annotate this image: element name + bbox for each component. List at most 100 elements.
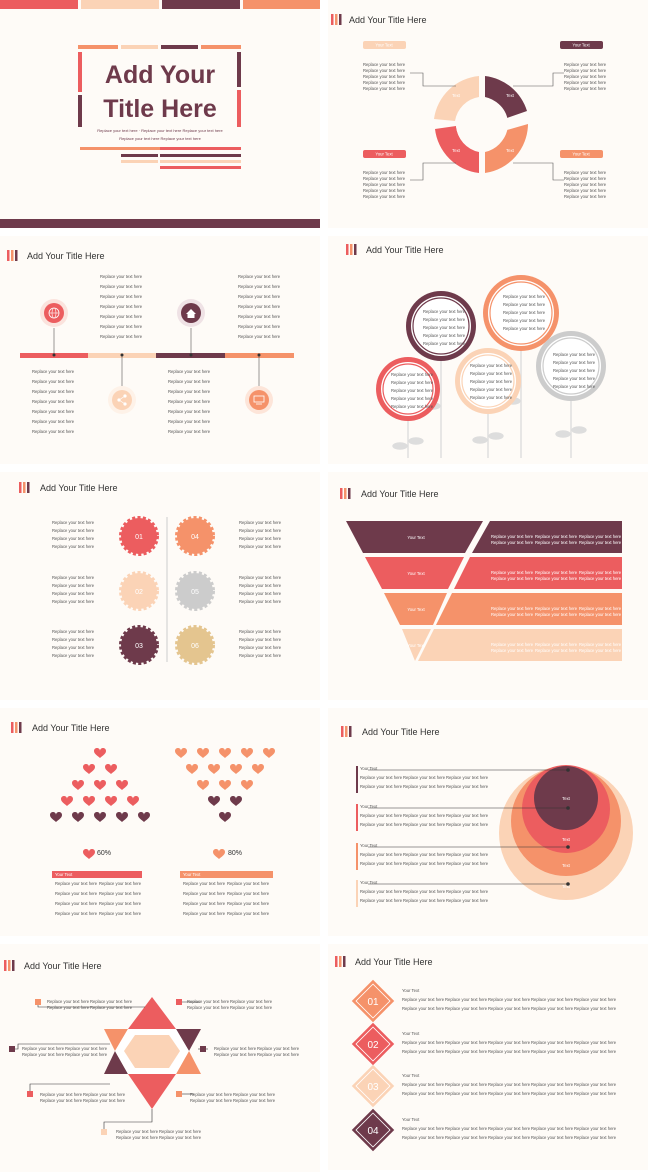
svg-text:Replace your text here: Replace your text here [360, 889, 403, 894]
svg-text:Replace your text here: Replace your text here [445, 1126, 488, 1131]
svg-text:Replace your text here: Replace your text here [488, 997, 531, 1002]
svg-text:Replace your text here: Replace your text here [488, 1040, 531, 1045]
svg-text:Replace your text here: Replace your text here [553, 360, 596, 365]
svg-text:Replace your text here: Replace your text here [503, 302, 546, 307]
svg-text:Replace your text here: Replace your text here [52, 599, 95, 604]
svg-text:Replace your text here: Replace your text here [403, 861, 446, 866]
svg-text:Replace your text here: Replace your text here [531, 997, 574, 1002]
slide-steps[interactable]: Add Your Title Here 01 02 03 04 Your Tex… [328, 944, 648, 1170]
svg-text:Your Text: Your Text [360, 843, 378, 848]
svg-text:Replace your text here: Replace your text here [531, 1135, 574, 1140]
svg-text:Replace your text here: Replace your text here [445, 1135, 488, 1140]
svg-text:Text: Text [562, 884, 571, 889]
gear-number-5: 05 [191, 589, 199, 596]
gear-number-3: 03 [135, 643, 143, 650]
svg-text:Replace your text here: Replace your text here [564, 170, 607, 175]
svg-text:Replace your text here: Replace your text here [423, 309, 466, 314]
svg-text:Replace your text here: Replace your text here [159, 1135, 202, 1140]
slide-hexagram[interactable]: Add Your Title Here Replace your text he… [0, 944, 320, 1172]
svg-text:Replace your text here: Replace your text here [553, 368, 596, 373]
svg-text:Replace your text here: Replace your text here [553, 376, 596, 381]
svg-text:Replace your text here: Replace your text here [238, 324, 281, 329]
svg-text:Replace your text here: Replace your text here [488, 1091, 531, 1096]
svg-text:Replace your text here: Replace your text here [535, 612, 578, 617]
svg-text:Replace your text here: Replace your text here [99, 911, 142, 916]
svg-text:Text: Text [506, 93, 515, 98]
svg-text:Replace your text here: Replace your text here [402, 1040, 445, 1045]
svg-text:Replace your text here: Replace your text here [183, 901, 226, 906]
svg-text:Replace your text here: Replace your text here [391, 372, 434, 377]
slide-hearts[interactable]: Add Your Title Here 60% 80% Your Text Yo… [0, 708, 320, 936]
svg-text:Replace your text here: Replace your text here [445, 1091, 488, 1096]
svg-text:Replace your text here: Replace your text here [488, 1126, 531, 1131]
svg-text:Replace your text here: Replace your text here [227, 891, 270, 896]
svg-text:Replace your text here: Replace your text here [52, 629, 95, 634]
slide-cycle[interactable]: Add Your Title Here Text Text Text Text … [328, 0, 648, 228]
svg-text:Your Text: Your Text [407, 643, 425, 648]
slide-gears[interactable]: Add Your Title Here 01 02 03 04 05 06 Re… [0, 472, 320, 700]
svg-text:Replace your text here: Replace your text here [227, 911, 270, 916]
svg-text:Replace your text here: Replace your text here [55, 891, 98, 896]
svg-text:Replace your text here: Replace your text here [83, 1092, 126, 1097]
cover-subtitle-1: Replace your text here · Replace your te… [97, 128, 223, 133]
hexagram-text-blocks: Replace your text here Replace your text … [22, 999, 300, 1140]
svg-text:Replace your text here: Replace your text here [168, 429, 211, 434]
svg-text:Replace your text here: Replace your text here [257, 1052, 300, 1057]
svg-text:Replace your text here: Replace your text here [402, 1049, 445, 1054]
svg-text:Replace your text here: Replace your text here [363, 62, 406, 67]
svg-text:Replace your text here: Replace your text here [238, 334, 281, 339]
svg-text:Replace your text here: Replace your text here [187, 999, 230, 1004]
nested-text-blocks: Your Text Replace your text here Replace … [360, 766, 489, 903]
slide-timeline[interactable]: Add Your Title Here Replace your text he… [0, 236, 320, 464]
svg-text:Replace your text here: Replace your text here [40, 1098, 83, 1103]
svg-text:Replace your text here: Replace your text here [470, 371, 513, 376]
svg-text:Replace your text here: Replace your text here [491, 576, 534, 581]
nested-circles-graphic: Add Your Title Here Text Text Text Text … [341, 726, 633, 907]
svg-text:Text: Text [506, 148, 515, 153]
svg-text:Replace your text here: Replace your text here [446, 898, 489, 903]
slide-flowers[interactable]: Add Your Title Here Replace your text he… [328, 236, 648, 464]
gear-number-6: 06 [191, 643, 199, 650]
svg-text:Your Text: Your Text [375, 43, 393, 48]
slide-title: Add Your Title Here [24, 961, 102, 971]
svg-text:Replace your text here: Replace your text here [360, 784, 403, 789]
svg-text:Replace your text here: Replace your text here [190, 1098, 233, 1103]
svg-text:Replace your text here: Replace your text here [90, 999, 133, 1004]
svg-text:Replace your text here: Replace your text here [491, 540, 534, 545]
slide-nested-circles[interactable]: Add Your Title Here Text Text Text Text … [328, 708, 648, 936]
svg-text:Replace your text here: Replace your text here [52, 591, 95, 596]
cover-subtitle-2: Replace your text here Replace your text… [119, 136, 201, 141]
svg-text:Replace your text here: Replace your text here [579, 648, 622, 653]
svg-text:Replace your text here: Replace your text here [227, 881, 270, 886]
svg-text:Replace your text here: Replace your text here [445, 1006, 488, 1011]
percent-label-1: 60% [97, 850, 111, 857]
cover-title-2: Title Here [103, 95, 217, 123]
svg-text:Replace your text here: Replace your text here [239, 528, 282, 533]
svg-text:Replace your text here: Replace your text here [402, 1006, 445, 1011]
svg-text:Replace your text here: Replace your text here [52, 653, 95, 658]
svg-text:Replace your text here: Replace your text here [52, 528, 95, 533]
svg-text:Replace your text here: Replace your text here [445, 1040, 488, 1045]
hearts-graphic: Add Your Title Here 60% 80% Your Text Yo… [11, 722, 275, 916]
svg-text:Replace your text here: Replace your text here [183, 911, 226, 916]
svg-text:Replace your text here: Replace your text here [503, 326, 546, 331]
svg-text:Replace your text here: Replace your text here [233, 1092, 276, 1097]
flowers-graphic: Add Your Title Here Replace your text he… [346, 244, 606, 458]
svg-text:Replace your text here: Replace your text here [564, 74, 607, 79]
gears-graphic: Add Your Title Here 01 02 03 04 05 06 Re… [19, 482, 282, 665]
home-icon [186, 309, 196, 318]
svg-text:Replace your text here: Replace your text here [363, 176, 406, 181]
svg-text:Replace your text here: Replace your text here [579, 534, 622, 539]
slide-cover[interactable]: Add Your Title Here Replace your text he… [0, 0, 320, 228]
svg-text:Replace your text here: Replace your text here [52, 544, 95, 549]
svg-text:Replace your text here: Replace your text here [564, 68, 607, 73]
step-number-3: 03 [367, 1082, 379, 1093]
svg-text:Replace your text here: Replace your text here [360, 861, 403, 866]
svg-text:Replace your text here: Replace your text here [488, 1049, 531, 1054]
svg-text:Replace your text here: Replace your text here [423, 333, 466, 338]
svg-text:Your Text: Your Text [360, 766, 378, 771]
svg-text:Replace your text here: Replace your text here [230, 1005, 273, 1010]
slide-funnel[interactable]: Add Your Title Here Your Text Your Text … [328, 472, 648, 700]
flower-text-blocks: Replace your text here Replace your text … [391, 294, 596, 409]
funnel-graphic: Add Your Title Here Your Text Your Text … [340, 488, 622, 661]
